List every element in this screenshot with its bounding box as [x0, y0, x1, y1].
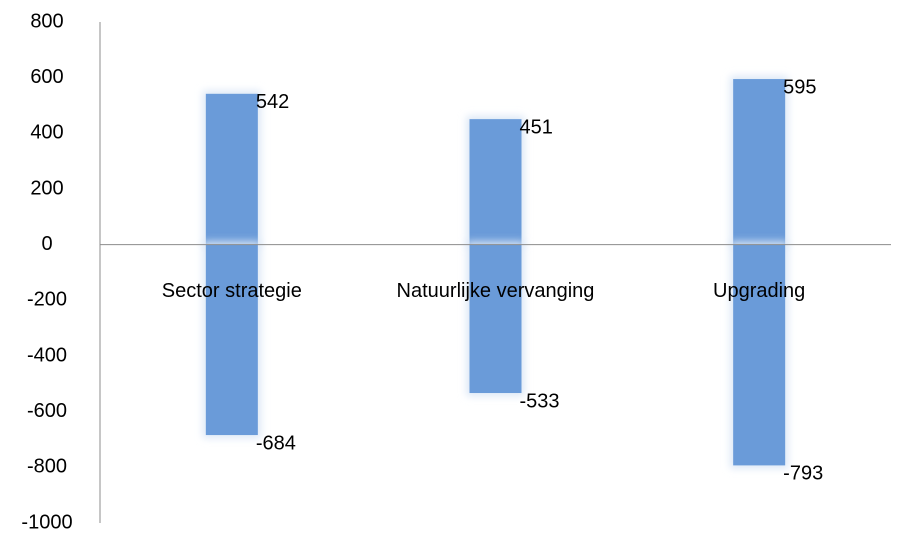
- bar: [205, 93, 258, 245]
- bar: [469, 119, 522, 245]
- y-tick-label: 600: [30, 66, 63, 88]
- bar: [205, 244, 258, 436]
- labels-layer: 542 451 595 -684 -533 -793 800 600 400 200 0 -200 -4…: [21, 10, 823, 533]
- bar: [469, 244, 522, 394]
- y-tick-label: -1000: [21, 511, 72, 533]
- y-tick-label: -200: [27, 289, 67, 311]
- data-label: 595: [783, 76, 816, 98]
- bar: [733, 244, 786, 466]
- category-label: Sector strategie: [162, 280, 302, 302]
- category-label: Natuurlijke vervanging: [397, 280, 595, 302]
- y-tick-label: -400: [27, 344, 67, 366]
- data-label: -793: [783, 463, 823, 485]
- y-tick-label: -800: [27, 456, 67, 478]
- bar: [733, 79, 786, 245]
- bars-layer: [202, 76, 789, 469]
- y-tick-label: 800: [30, 10, 63, 32]
- data-label: -533: [520, 390, 560, 412]
- y-tick-label: 400: [30, 122, 63, 144]
- data-label: 542: [256, 91, 289, 113]
- category-label: Upgrading: [713, 280, 805, 302]
- y-tick-label: 0: [41, 233, 52, 255]
- axes-layer: [99, 22, 891, 523]
- data-label: -684: [256, 432, 296, 454]
- y-tick-label: 200: [30, 177, 63, 199]
- data-label: 451: [520, 116, 553, 138]
- y-tick-label: -600: [27, 400, 67, 422]
